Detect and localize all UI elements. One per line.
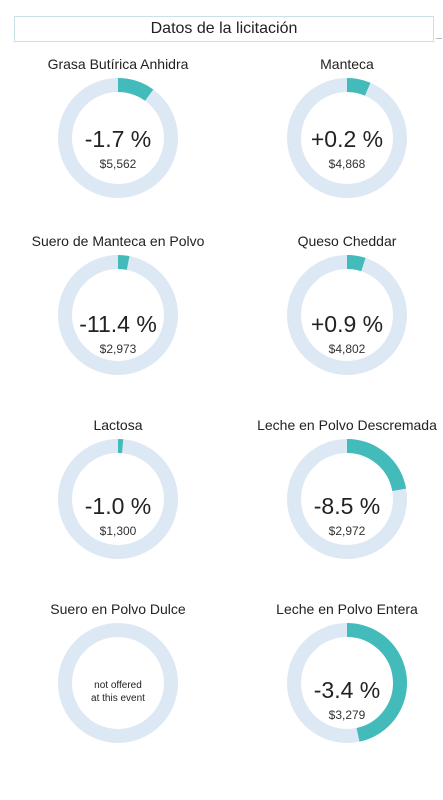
gauge-chart <box>58 438 178 559</box>
product-name: Leche en Polvo Descremada <box>257 417 437 433</box>
product-name: Grasa Butírica Anhidra <box>47 56 189 72</box>
change-percent: -3.4 % <box>313 677 381 703</box>
divider <box>436 38 442 39</box>
not-offered-line: at this event <box>91 693 145 704</box>
gauge-chart <box>58 623 178 743</box>
price-value: $4,802 <box>328 342 366 356</box>
price-value: $2,972 <box>328 524 366 538</box>
gauge-fill <box>346 439 407 492</box>
price-value: $5,562 <box>99 157 137 171</box>
gauge-chart <box>58 78 178 198</box>
product-name: Lactosa <box>93 417 143 433</box>
gauge-fill <box>346 78 371 96</box>
gauge-fill <box>346 623 407 742</box>
change-percent: -1.0 % <box>84 493 152 519</box>
section-title-text: Datos de la licitación <box>150 20 298 37</box>
change-percent: -1.7 % <box>84 126 152 152</box>
gauge-fill <box>117 254 130 270</box>
product-card-suero-manteca: Suero de Manteca en Polvo -11.4 % $2,973 <box>13 233 223 423</box>
price-value: $4,868 <box>328 157 366 171</box>
gauge-chart <box>287 623 407 743</box>
product-card-grasa-butirica: Grasa Butírica Anhidra -1.7 % $5,562 <box>13 56 223 246</box>
product-card-manteca: Manteca +0.2 % $4,868 <box>242 56 443 246</box>
product-name: Suero de Manteca en Polvo <box>31 233 205 249</box>
section-title: Datos de la licitación <box>14 16 434 42</box>
gauge-fill <box>346 254 366 272</box>
change-percent: +0.2 % <box>310 126 384 152</box>
price-value: $3,279 <box>328 708 366 722</box>
product-name: Queso Cheddar <box>297 233 397 249</box>
gauge-chart <box>58 254 178 375</box>
product-card-leche-entera: Leche en Polvo Entera -3.4 % $3,279 <box>242 601 443 791</box>
product-card-queso-cheddar: Queso Cheddar +0.9 % $4,802 <box>242 233 443 423</box>
gauge-chart <box>287 78 407 198</box>
gauge-chart <box>287 254 407 375</box>
gauge-track <box>58 623 178 743</box>
product-card-suero-dulce: Suero en Polvo Dulce not offered at this… <box>13 601 223 791</box>
product-card-lactosa: Lactosa -1.0 % $1,300 <box>13 417 223 607</box>
change-percent: -8.5 % <box>313 493 381 519</box>
not-offered-line: not offered <box>94 680 142 691</box>
product-card-leche-descremada: Leche en Polvo Descremada -8.5 % $2,972 <box>242 417 443 607</box>
gauge-chart <box>287 439 407 559</box>
price-value: $1,300 <box>99 524 137 538</box>
gauge-fill <box>117 78 154 101</box>
price-value: $2,973 <box>99 342 137 356</box>
change-percent: +0.9 % <box>310 311 384 337</box>
product-name: Manteca <box>320 56 374 72</box>
product-name: Leche en Polvo Entera <box>276 601 418 617</box>
product-name: Suero en Polvo Dulce <box>50 601 186 617</box>
change-percent: -11.4 % <box>79 311 157 337</box>
not-offered-note: not offered at this event <box>13 679 223 705</box>
